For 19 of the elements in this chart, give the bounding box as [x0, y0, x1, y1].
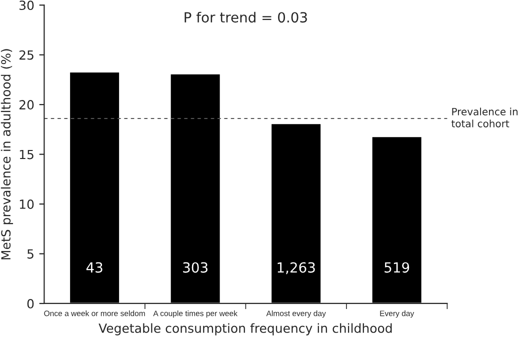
y-tick-label: 30 [20, 0, 34, 10]
x-axis-title: Vegetable consumption frequency in childhood [98, 323, 392, 336]
annotation: 303 [183, 262, 208, 273]
bar [270, 122, 322, 304]
y-axis-title: MetS prevalence in adulthood (%) [0, 49, 14, 260]
annotation: 519 [384, 262, 410, 273]
y-tick-label: 25 [19, 50, 34, 60]
y-tick-label: 10 [20, 200, 34, 209]
y-tick-label: 5 [27, 249, 34, 259]
y-tick-label: 0 [27, 298, 34, 308]
ref-line-label: Prevalence in total cohort [452, 108, 518, 128]
bar [370, 136, 423, 304]
annotation: 1,263 [278, 262, 315, 274]
y-tick-label: 15 [20, 150, 34, 160]
annotation: 43 [86, 262, 102, 273]
bar [68, 71, 120, 304]
y-tick-label: 20 [19, 100, 34, 110]
bar [169, 73, 222, 304]
annotation: P for trend = 0.03 [184, 12, 307, 23]
